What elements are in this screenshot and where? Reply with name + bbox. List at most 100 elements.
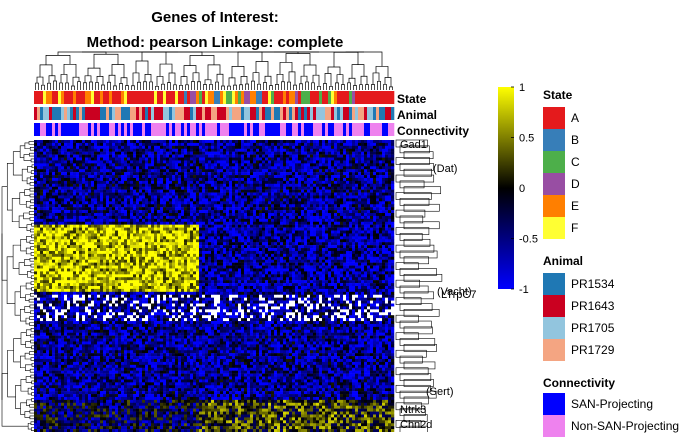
heatmap-cell xyxy=(115,231,118,234)
animal-annotation-cell xyxy=(340,107,343,120)
animal-annotation-cell xyxy=(184,107,187,120)
heatmap-cell xyxy=(118,146,121,149)
heatmap-cell xyxy=(91,236,94,239)
heatmap-cell xyxy=(55,233,58,236)
heatmap-cell xyxy=(280,166,283,169)
heatmap-cell xyxy=(352,222,355,225)
heatmap-cell xyxy=(358,198,361,201)
heatmap-cell xyxy=(52,178,55,181)
heatmap-cell xyxy=(97,213,100,216)
state-annotation-cell xyxy=(184,91,187,104)
heatmap-cell xyxy=(220,225,223,228)
heatmap-cell xyxy=(55,190,58,193)
heatmap-cell xyxy=(37,231,40,234)
animal-annotation-cell xyxy=(283,107,286,120)
heatmap-cell xyxy=(253,228,256,231)
heatmap-cell xyxy=(241,190,244,193)
heatmap-cell xyxy=(352,201,355,204)
heatmap-cell xyxy=(331,233,334,236)
heatmap-cell xyxy=(100,216,103,219)
heatmap-cell xyxy=(385,175,388,178)
row-dendrogram-branch xyxy=(25,190,30,196)
heatmap-cell xyxy=(364,207,367,210)
heatmap-cell xyxy=(223,187,226,190)
heatmap-cell xyxy=(139,172,142,175)
heatmap-cell xyxy=(58,219,61,222)
heatmap-cell xyxy=(124,155,127,158)
heatmap-cell xyxy=(295,193,298,196)
heatmap-cell xyxy=(145,172,148,175)
heatmap-cell xyxy=(76,166,79,169)
heatmap-cell xyxy=(178,222,181,225)
heatmap-cell xyxy=(49,213,52,216)
heatmap-cell xyxy=(136,175,139,178)
heatmap-cell xyxy=(148,219,151,222)
heatmap-cell xyxy=(388,190,391,193)
heatmap-cell xyxy=(139,184,142,187)
heatmap-cell xyxy=(187,210,190,213)
heatmap-cell xyxy=(97,233,100,236)
row-dendrogram-branch xyxy=(31,270,34,273)
heatmap-cell xyxy=(115,216,118,219)
heatmap-cell xyxy=(85,210,88,213)
heatmap-cell xyxy=(145,213,148,216)
heatmap-cell xyxy=(181,187,184,190)
connectivity-annotation-cell xyxy=(124,123,127,136)
heatmap-cell xyxy=(136,193,139,196)
heatmap-cell xyxy=(226,201,229,204)
heatmap-cell xyxy=(379,175,382,178)
heatmap-cell xyxy=(154,160,157,163)
heatmap-cell xyxy=(88,239,91,242)
column-dendrogram-branch xyxy=(234,85,237,90)
heatmap-cell xyxy=(280,204,283,207)
heatmap-cell xyxy=(148,225,151,228)
heatmap-cell xyxy=(169,155,172,158)
heatmap-cell xyxy=(376,190,379,193)
heatmap-cell xyxy=(376,198,379,201)
heatmap-cell xyxy=(112,236,115,239)
heatmap-cell xyxy=(310,187,313,190)
heatmap-cell xyxy=(184,195,187,198)
heatmap-cell xyxy=(268,231,271,234)
heatmap-cell xyxy=(52,143,55,146)
heatmap-cell xyxy=(145,228,148,231)
heatmap-cell xyxy=(220,152,223,155)
heatmap-cell xyxy=(61,160,64,163)
heatmap-cell xyxy=(127,166,130,169)
heatmap-cell xyxy=(175,178,178,181)
connectivity-annotation-cell xyxy=(121,123,124,136)
heatmap-cell xyxy=(331,184,334,187)
heatmap-cell xyxy=(133,175,136,178)
heatmap-cell xyxy=(334,155,337,158)
heatmap-cell xyxy=(241,193,244,196)
heatmap-cell xyxy=(367,210,370,213)
heatmap-cell xyxy=(97,231,100,234)
heatmap-cell xyxy=(40,175,43,178)
heatmap-cell xyxy=(94,201,97,204)
heatmap-cell xyxy=(307,146,310,149)
heatmap-cell xyxy=(52,146,55,149)
heatmap-cell xyxy=(196,175,199,178)
heatmap-cell xyxy=(235,228,238,231)
heatmap-cell xyxy=(151,175,154,178)
heatmap-cell xyxy=(160,207,163,210)
heatmap-cell xyxy=(337,219,340,222)
heatmap-cell xyxy=(364,210,367,213)
connectivity-annotation-cell xyxy=(379,123,382,136)
state-annotation-cell xyxy=(55,91,58,104)
heatmap-cell xyxy=(361,166,364,169)
heatmap-cell xyxy=(187,216,190,219)
heatmap-cell xyxy=(331,222,334,225)
heatmap-cell xyxy=(142,175,145,178)
heatmap-cell xyxy=(157,169,160,172)
heatmap-cell xyxy=(370,152,373,155)
heatmap-cell xyxy=(379,155,382,158)
heatmap-cell xyxy=(58,193,61,196)
heatmap-cell xyxy=(373,236,376,239)
heatmap-cell xyxy=(139,155,142,158)
heatmap-cell xyxy=(274,195,277,198)
heatmap-cell xyxy=(325,169,328,172)
connectivity-annotation-cell xyxy=(373,123,376,136)
heatmap-cell xyxy=(97,239,100,242)
heatmap-cell xyxy=(256,245,259,248)
